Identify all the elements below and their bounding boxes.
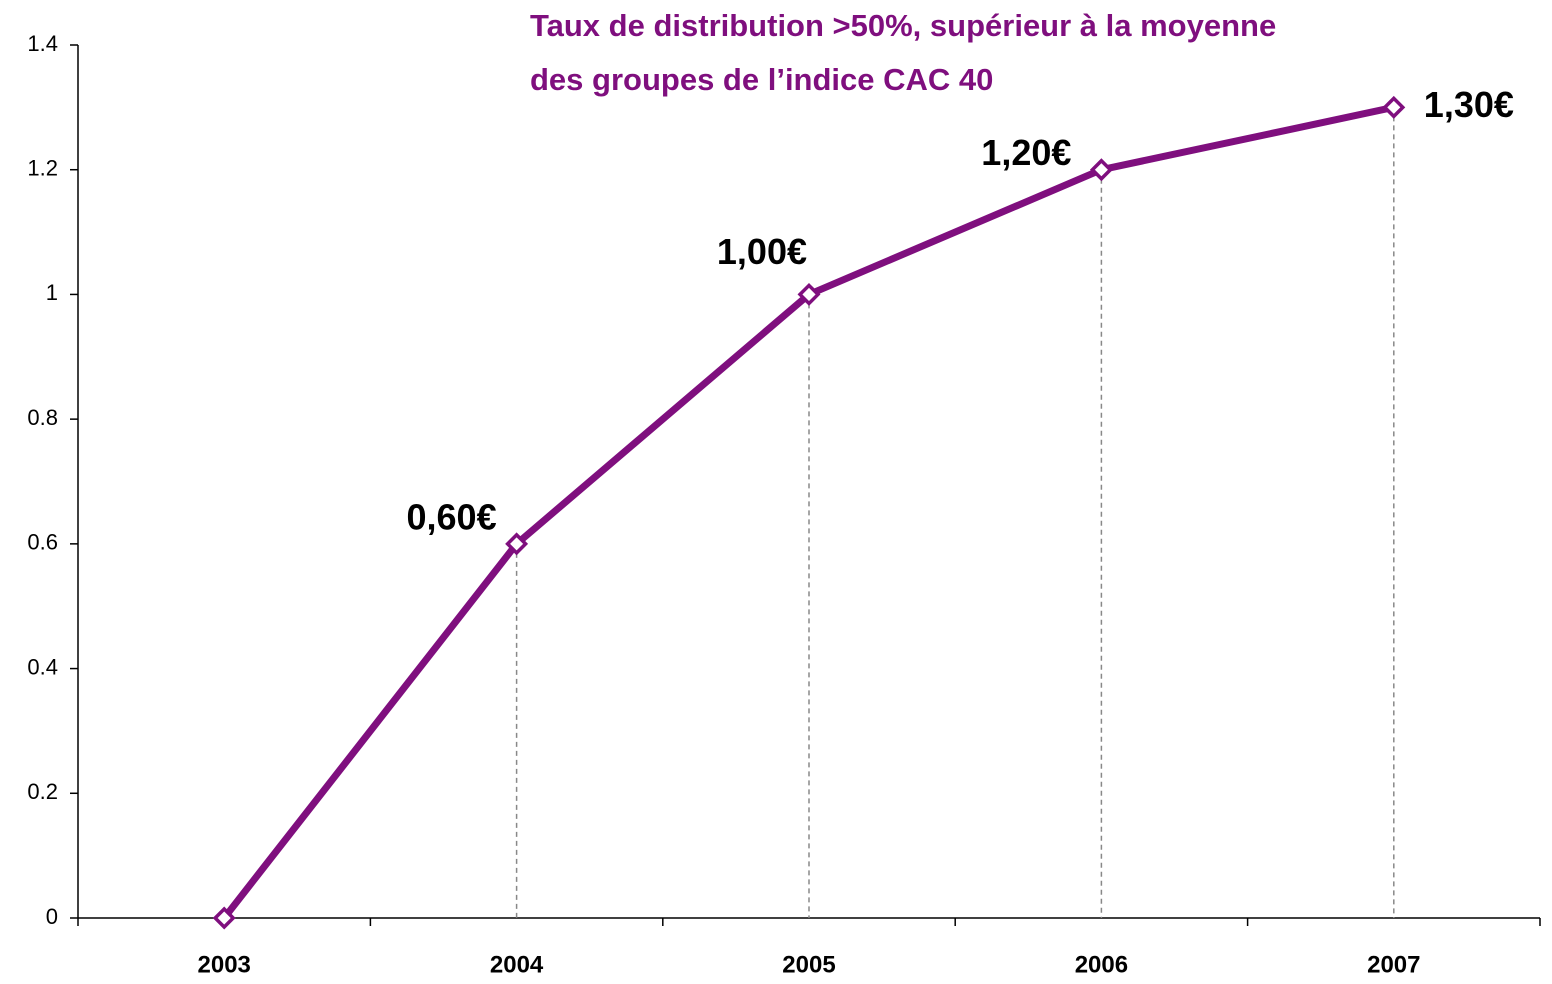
annotation: Taux de distribution >50%, supérieur à l… — [530, 8, 1276, 43]
y-tick-label: 0.2 — [27, 779, 58, 804]
marker — [1382, 95, 1406, 119]
value-label: 0,60€ — [407, 496, 497, 537]
value-label: 1,30€ — [1424, 84, 1514, 125]
value-label: 1,00€ — [717, 231, 807, 272]
marker — [797, 282, 821, 306]
y-tick-label: 0 — [46, 904, 58, 929]
marker — [505, 532, 529, 556]
marker — [212, 906, 236, 930]
marker — [1089, 158, 1113, 182]
x-tick-label: 2004 — [490, 951, 544, 978]
x-tick-label: 2006 — [1075, 951, 1128, 978]
x-tick-label: 2005 — [782, 951, 835, 978]
y-tick-label: 0.4 — [27, 654, 58, 679]
y-tick-label: 0.6 — [27, 530, 58, 555]
value-label: 1,20€ — [981, 132, 1071, 173]
y-tick-label: 0.8 — [27, 405, 58, 430]
y-tick-label: 1.2 — [27, 156, 58, 181]
x-tick-label: 2003 — [198, 951, 251, 978]
annotation: des groupes de l’indice CAC 40 — [530, 62, 993, 97]
y-tick-label: 1.4 — [27, 31, 58, 56]
x-tick-label: 2007 — [1367, 951, 1420, 978]
y-tick-label: 1 — [46, 280, 58, 305]
